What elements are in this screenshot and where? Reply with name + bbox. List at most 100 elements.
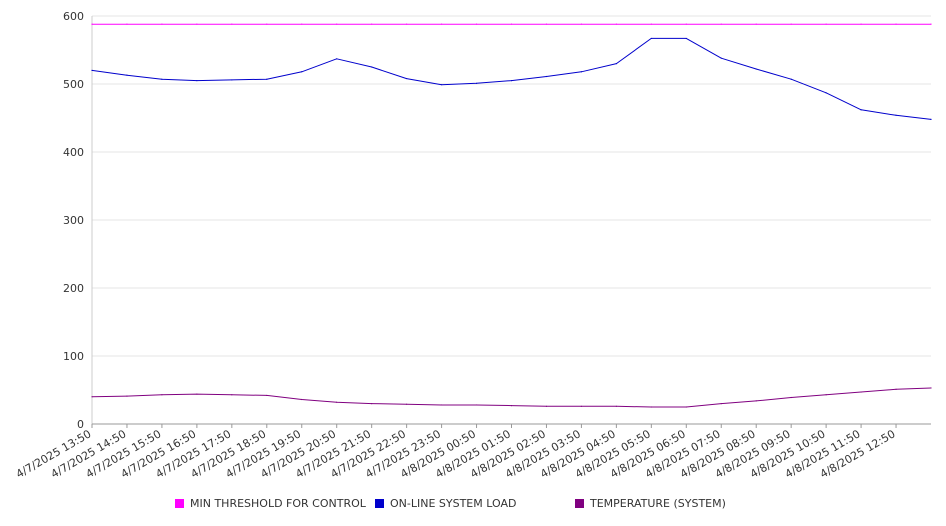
data-point bbox=[301, 23, 303, 25]
data-point bbox=[930, 118, 932, 120]
data-point bbox=[266, 78, 268, 80]
data-point bbox=[860, 109, 862, 111]
data-point bbox=[91, 69, 93, 71]
data-point bbox=[406, 77, 408, 80]
data-point bbox=[336, 401, 338, 403]
data-point bbox=[91, 23, 93, 25]
data-point bbox=[545, 23, 548, 25]
data-point bbox=[685, 23, 687, 25]
data-point bbox=[860, 23, 862, 25]
data-point bbox=[406, 23, 408, 25]
data-point bbox=[440, 84, 443, 86]
data-point bbox=[91, 396, 93, 398]
data-point bbox=[371, 23, 373, 25]
data-point bbox=[475, 404, 478, 406]
series-lines bbox=[91, 23, 932, 408]
data-point bbox=[755, 23, 757, 25]
data-point bbox=[790, 78, 792, 80]
data-point bbox=[790, 23, 792, 25]
legend-label: TEMPERATURE (SYSTEM) bbox=[590, 497, 726, 510]
data-point bbox=[685, 406, 687, 408]
series-0 bbox=[91, 23, 932, 25]
data-point bbox=[825, 394, 827, 396]
data-point bbox=[930, 387, 932, 389]
data-point bbox=[266, 394, 268, 397]
data-point bbox=[475, 82, 478, 84]
data-point bbox=[336, 58, 338, 60]
data-point bbox=[336, 23, 338, 25]
data-point bbox=[510, 23, 513, 25]
gridlines bbox=[92, 15, 931, 357]
y-tick-label: 400 bbox=[63, 146, 84, 159]
data-point bbox=[685, 37, 687, 40]
y-tick-label: 500 bbox=[63, 78, 84, 91]
y-tick-label: 600 bbox=[63, 10, 84, 23]
data-point bbox=[545, 405, 548, 407]
data-point bbox=[126, 23, 128, 25]
data-point bbox=[860, 391, 862, 393]
legend-swatch bbox=[575, 499, 584, 508]
data-point bbox=[615, 405, 617, 407]
data-point bbox=[720, 403, 722, 405]
data-point bbox=[196, 393, 198, 395]
legend-item[interactable]: TEMPERATURE (SYSTEM) bbox=[575, 497, 726, 510]
data-point bbox=[266, 23, 268, 25]
data-point bbox=[580, 405, 583, 407]
series-line bbox=[91, 37, 932, 120]
data-point bbox=[371, 66, 373, 68]
legend-item[interactable]: ON-LINE SYSTEM LOAD bbox=[375, 497, 516, 510]
data-point bbox=[650, 23, 652, 25]
data-point bbox=[301, 71, 303, 73]
data-point bbox=[440, 23, 443, 25]
data-point bbox=[580, 23, 583, 25]
legend-swatch bbox=[375, 499, 384, 508]
data-point bbox=[161, 78, 163, 80]
data-point bbox=[231, 79, 233, 81]
data-point bbox=[755, 68, 757, 70]
data-point bbox=[126, 395, 128, 397]
y-tick-label: 200 bbox=[63, 282, 84, 295]
y-tick-label: 100 bbox=[63, 350, 84, 363]
legend-label: ON-LINE SYSTEM LOAD bbox=[390, 497, 517, 510]
data-point bbox=[615, 63, 617, 65]
data-point bbox=[545, 75, 548, 78]
data-point bbox=[196, 23, 198, 25]
data-point bbox=[161, 394, 163, 396]
data-point bbox=[406, 403, 408, 405]
legend-item[interactable]: MIN THRESHOLD FOR CONTROL bbox=[175, 497, 366, 510]
data-point bbox=[755, 400, 757, 402]
series-line bbox=[91, 387, 932, 408]
legend-label: MIN THRESHOLD FOR CONTROL bbox=[190, 497, 366, 510]
data-point bbox=[196, 80, 198, 82]
data-point bbox=[895, 388, 897, 390]
data-point bbox=[371, 403, 373, 405]
legend: MIN THRESHOLD FOR CONTROL ON-LINE SYSTEM … bbox=[0, 497, 946, 515]
data-point bbox=[475, 23, 478, 25]
data-point bbox=[126, 74, 128, 76]
legend-swatch bbox=[175, 499, 184, 508]
data-point bbox=[790, 396, 792, 399]
data-point bbox=[615, 23, 617, 25]
data-point bbox=[825, 92, 827, 94]
data-point bbox=[231, 23, 233, 25]
y-axis-tick-labels: 0 100 200 300 400 500 600 bbox=[63, 10, 84, 431]
data-point bbox=[580, 71, 583, 73]
data-point bbox=[510, 405, 513, 407]
data-point bbox=[440, 404, 443, 406]
data-point bbox=[161, 23, 163, 25]
data-point bbox=[650, 37, 652, 40]
data-point bbox=[301, 398, 303, 401]
data-point bbox=[510, 80, 513, 82]
data-point bbox=[930, 23, 932, 25]
axes bbox=[91, 16, 931, 428]
y-tick-label: 0 bbox=[77, 418, 84, 431]
data-point bbox=[231, 394, 233, 396]
data-point bbox=[650, 406, 652, 408]
y-tick-label: 300 bbox=[63, 214, 84, 227]
data-point bbox=[720, 23, 722, 25]
series-2 bbox=[91, 387, 932, 408]
data-point bbox=[895, 114, 897, 116]
series-1 bbox=[91, 37, 932, 120]
data-point bbox=[720, 57, 722, 59]
